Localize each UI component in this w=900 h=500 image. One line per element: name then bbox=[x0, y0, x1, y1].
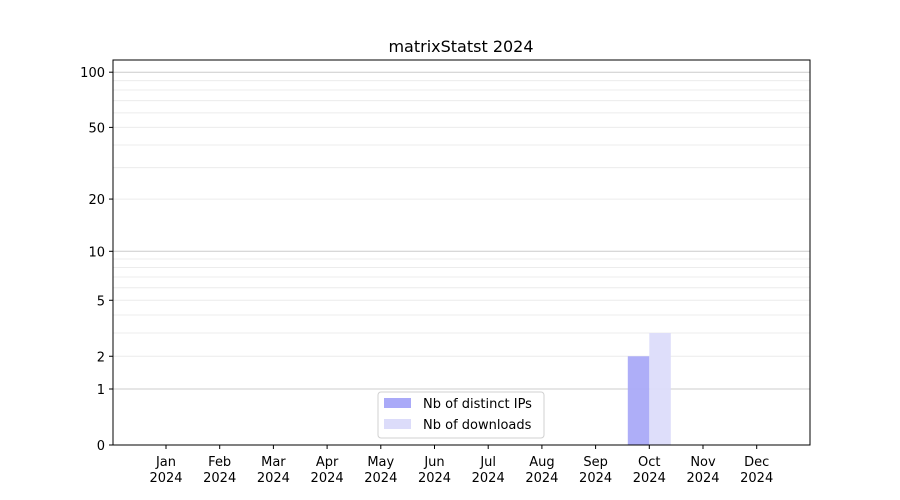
x-tick-label: Oct 2024 bbox=[633, 455, 666, 486]
x-tick-label: Sep 2024 bbox=[579, 455, 612, 486]
x-axis: Jan 2024 Feb 2024 Mar 2024 Apr 2024 May 2024 Jun 20… bbox=[149, 445, 773, 486]
grid bbox=[113, 71, 810, 390]
x-tick-label: Dec 2024 bbox=[740, 455, 773, 486]
x-tick-label: May 2024 bbox=[364, 455, 397, 486]
legend-label: Nb of downloads bbox=[423, 418, 532, 433]
y-tick-label: 1 bbox=[97, 383, 105, 398]
x-tick-label: Feb 2024 bbox=[203, 455, 236, 486]
x-tick-label: Jan 2024 bbox=[149, 455, 182, 486]
bar-nb-of-distinct-ips bbox=[627, 356, 650, 445]
legend-box bbox=[377, 391, 545, 439]
y-tick-label: 5 bbox=[97, 294, 105, 309]
x-tick-label: Mar 2024 bbox=[257, 455, 290, 486]
legend-swatch bbox=[384, 419, 411, 429]
plot-frame bbox=[112, 59, 811, 446]
y-tick-label: 100 bbox=[80, 66, 105, 81]
x-tick-label: Jul 2024 bbox=[472, 455, 505, 486]
y-tick-label: 20 bbox=[88, 193, 105, 208]
x-tick-label: Nov 2024 bbox=[686, 455, 719, 486]
legend-label: Nb of distinct IPs bbox=[423, 397, 532, 412]
y-tick-label: 10 bbox=[88, 245, 105, 260]
y-axis: 0 1 2 5 10 20 50 100 bbox=[80, 66, 113, 454]
x-tick-label: Jun 2024 bbox=[418, 455, 451, 486]
bar-nb-of-downloads bbox=[649, 333, 671, 445]
legend-swatch bbox=[384, 398, 411, 408]
x-tick-label: Apr 2024 bbox=[311, 455, 344, 486]
bars bbox=[627, 333, 671, 445]
legend: Nb of distinct IPs Nb of downloads bbox=[377, 391, 545, 439]
y-tick-label: 0 bbox=[97, 439, 105, 454]
y-tick-label: 2 bbox=[97, 350, 105, 365]
x-tick-label: Aug 2024 bbox=[525, 455, 558, 486]
chart-title: matrixStatst 2024 bbox=[388, 37, 533, 56]
y-tick-label: 50 bbox=[88, 121, 105, 136]
